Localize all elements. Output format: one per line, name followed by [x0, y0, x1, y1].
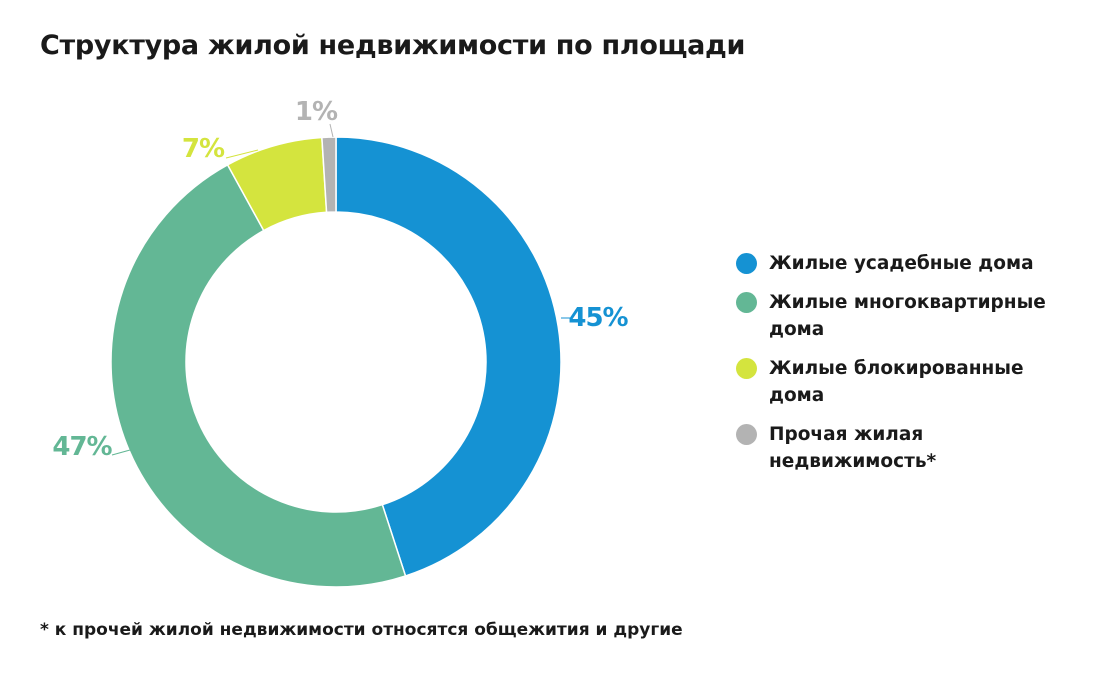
slice-2 — [110, 163, 407, 588]
footnote: * к прочей жилой недвижимости относятся … — [40, 620, 683, 640]
legend-label: Жилые усадебные дома — [769, 253, 1034, 274]
legend-swatch — [736, 358, 757, 379]
data-label-2: 47% — [52, 432, 112, 462]
slice-1 — [335, 136, 562, 577]
legend-label: Жилые блокированные дома — [769, 358, 1024, 406]
legend-item: Жилые усадебные дома — [736, 250, 1076, 277]
leader-line-4 — [329, 123, 334, 138]
data-label-3: 7% — [182, 134, 225, 164]
legend-item: Прочая жилая недвижимость* — [736, 421, 1076, 475]
leader-line-3 — [225, 149, 259, 159]
legend: Жилые усадебные дома Жилые многоквартирны… — [736, 250, 1076, 487]
legend-item: Жилые блокированные дома — [736, 355, 1076, 409]
data-label-1: 45% — [568, 303, 628, 333]
legend-label: Жилые многоквартирные дома — [769, 292, 1046, 340]
legend-label: Прочая жилая недвижимость* — [769, 424, 937, 472]
legend-swatch — [736, 424, 757, 445]
legend-swatch — [736, 292, 757, 313]
leader-line-2 — [111, 449, 131, 456]
data-label-4: 1% — [295, 97, 338, 127]
legend-swatch — [736, 253, 757, 274]
legend-item: Жилые многоквартирные дома — [736, 289, 1076, 343]
chart-title: Структура жилой недвижимости по площади — [40, 30, 746, 61]
slice-4 — [321, 136, 337, 214]
